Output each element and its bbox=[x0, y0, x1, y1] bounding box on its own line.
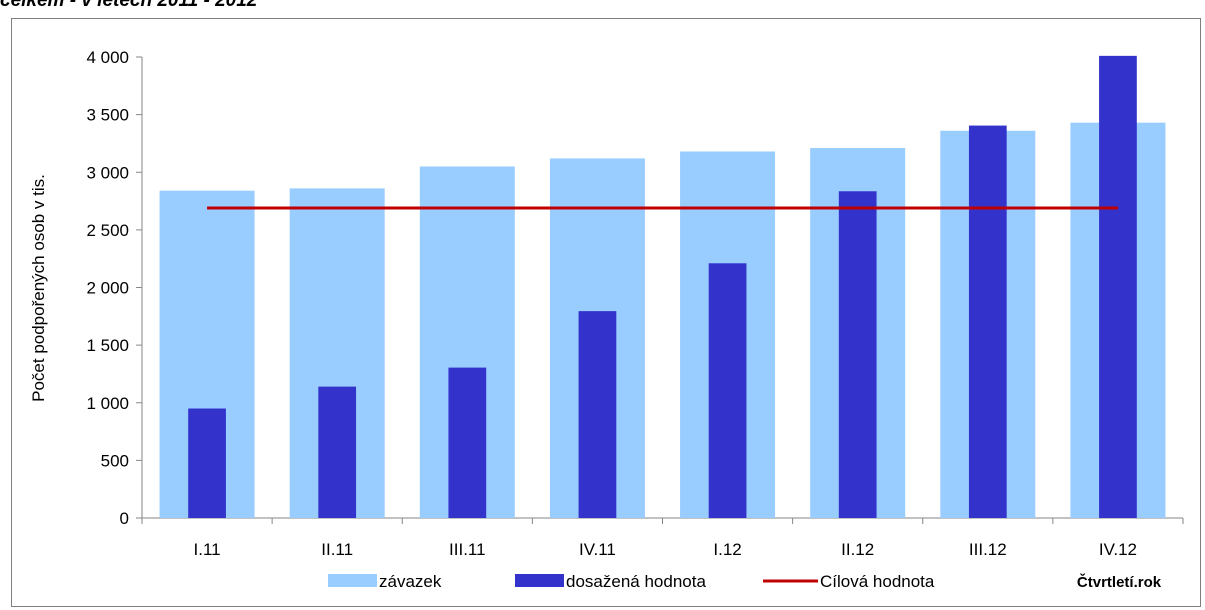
y-tick-label: 2 500 bbox=[86, 221, 129, 240]
x-tick-label: I.12 bbox=[713, 540, 741, 559]
x-tick-label: II.12 bbox=[841, 540, 874, 559]
y-tick-label: 4 000 bbox=[86, 48, 129, 67]
bar-dosazena-hodnota bbox=[578, 311, 617, 518]
bar-dosazena-hodnota bbox=[708, 263, 747, 518]
y-tick-label: 3 000 bbox=[86, 163, 129, 182]
bar-dosazena-hodnota bbox=[448, 367, 487, 518]
legend-swatch bbox=[515, 574, 564, 587]
y-tick-label: 3 500 bbox=[86, 106, 129, 125]
legend-label: dosažená hodnota bbox=[566, 572, 706, 591]
bar-dosazena-hodnota bbox=[1099, 55, 1137, 518]
bar-dosazena-hodnota bbox=[838, 191, 877, 519]
y-tick-label: 0 bbox=[120, 509, 129, 528]
bar-dosazena-hodnota bbox=[968, 125, 1007, 518]
legend-label: Cílová hodnota bbox=[820, 572, 935, 591]
x-tick-label: II.11 bbox=[321, 540, 353, 559]
y-tick-label: 1 500 bbox=[86, 336, 129, 355]
y-axis-label: Počet podpořených osob v tis. bbox=[29, 174, 48, 402]
x-tick-label: I.11 bbox=[194, 540, 221, 559]
y-tick-label: 2 000 bbox=[86, 279, 129, 298]
x-tick-label: III.11 bbox=[449, 540, 486, 559]
chart-frame bbox=[11, 18, 1201, 607]
bar-dosazena-hodnota bbox=[188, 408, 226, 518]
x-axis-label: Čtvrtletí.rok bbox=[1077, 573, 1162, 591]
x-tick-label: IV.12 bbox=[1099, 540, 1137, 559]
legend-swatch bbox=[328, 574, 377, 587]
bar-dosazena-hodnota bbox=[318, 386, 357, 518]
legend: závazek dosažená hodnota Cílová hodnota bbox=[328, 572, 935, 591]
x-tick-label: IV.11 bbox=[579, 540, 616, 559]
legend-label: závazek bbox=[379, 572, 442, 591]
x-tick-label: III.12 bbox=[969, 540, 1007, 559]
y-tick-label: 500 bbox=[101, 451, 129, 470]
y-tick-label: 1 000 bbox=[86, 394, 129, 413]
chart-title: celkem - v letech 2011 - 2012 bbox=[0, 0, 258, 11]
